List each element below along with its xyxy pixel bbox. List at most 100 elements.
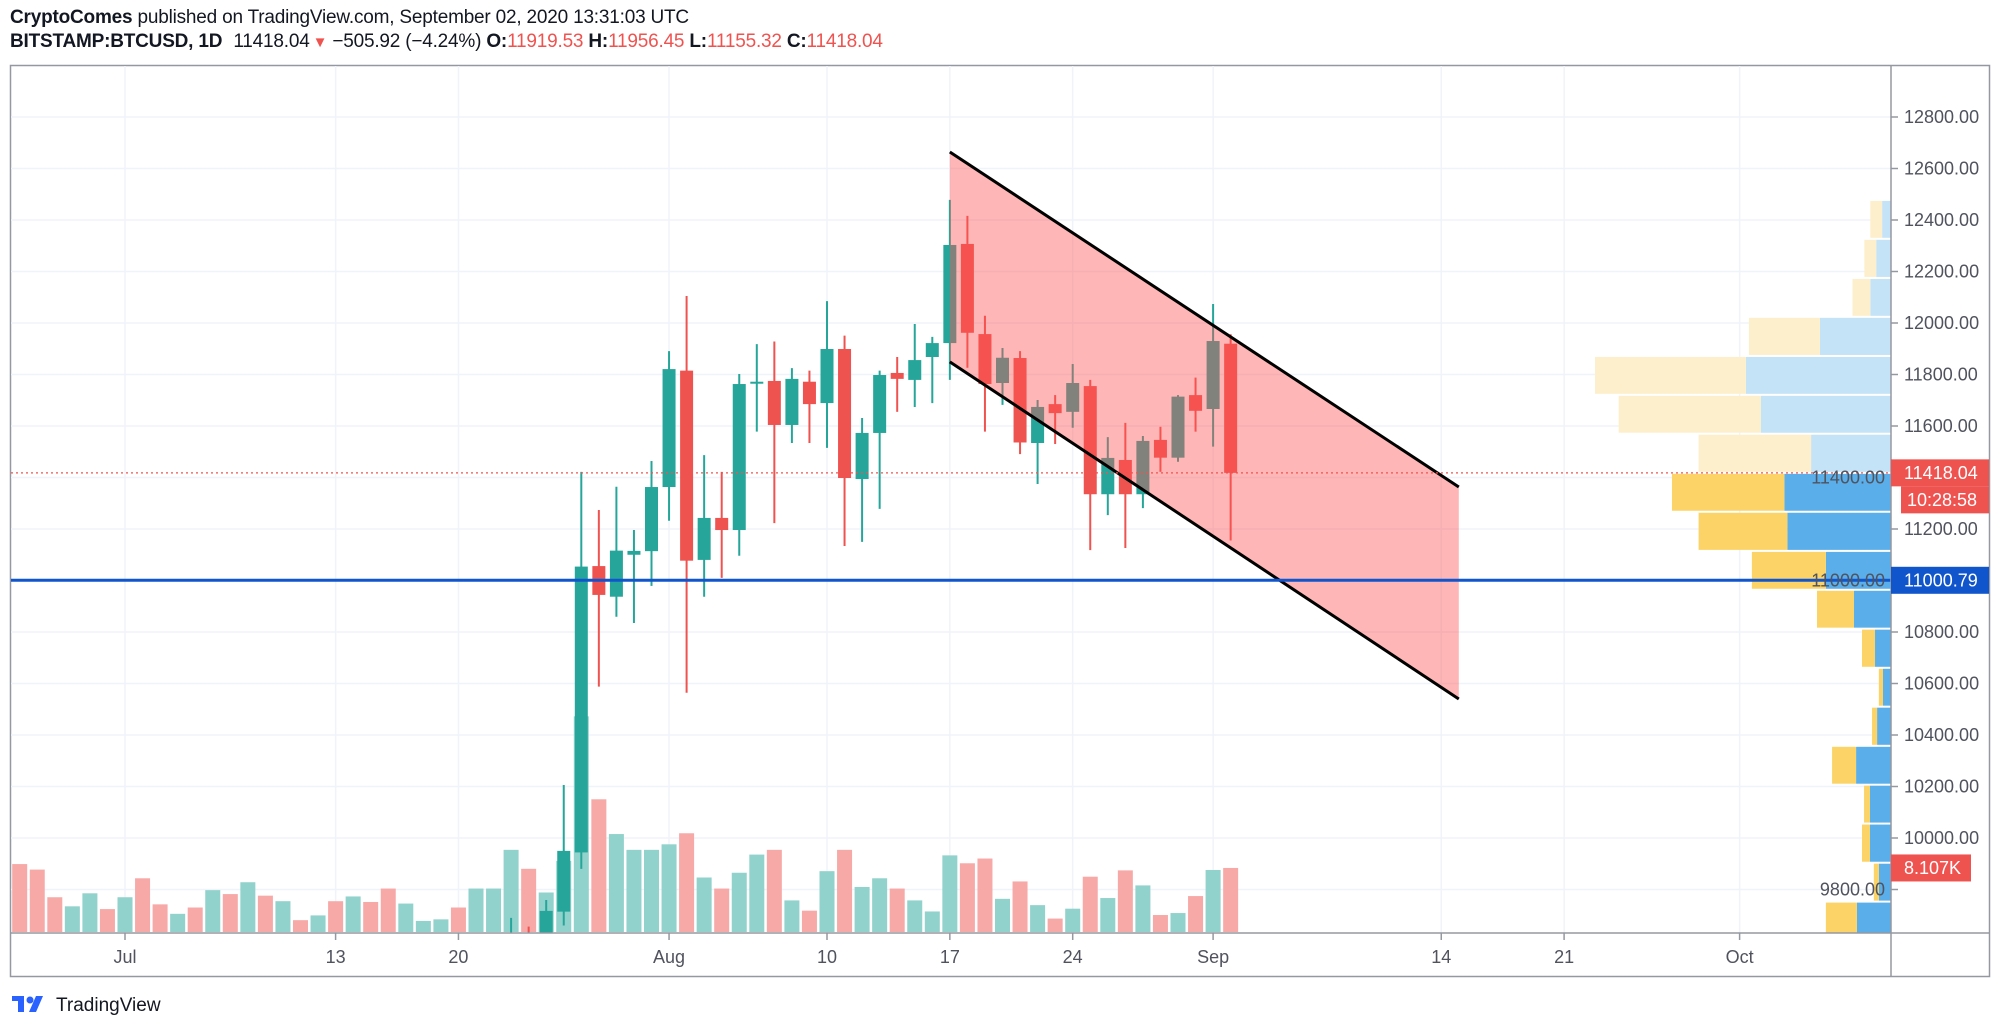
price-tick-label: 11800.00	[1904, 365, 1978, 385]
open-label: O:	[486, 31, 508, 52]
volume-bar	[889, 888, 905, 932]
volume-bar	[591, 799, 607, 932]
symbol-legend: BITSTAMP:BTCUSD, 1D 11418.04 ▼ −505.92 (−…	[10, 31, 883, 53]
author-name[interactable]: CryptoComes	[10, 7, 133, 28]
last-price-label-bg	[1891, 459, 1989, 487]
candle-body	[1189, 395, 1203, 411]
price-tick-label: 12000.00	[1904, 313, 1979, 333]
volume-bar	[907, 900, 923, 932]
volume-bar	[1100, 898, 1116, 932]
close-value: 11418.04	[806, 31, 883, 52]
candle-body	[1083, 386, 1097, 495]
volume-bar	[450, 907, 466, 932]
volume-bar	[1170, 913, 1186, 932]
volume-bar	[187, 907, 203, 932]
volume-bar	[380, 888, 396, 932]
descending-channel-fill	[949, 152, 1459, 699]
price-tick-label: 11600.00	[1904, 416, 1978, 436]
volume-bar	[29, 869, 45, 932]
footer-brand[interactable]: TradingView	[56, 995, 161, 1016]
price-axis-labels: 11418.04 10:28:58 11000.79 8.107K	[1891, 459, 1989, 882]
time-tick-label: 14	[1431, 947, 1451, 967]
channel-upper-line	[949, 150, 1460, 489]
volume-profile-up	[1784, 473, 1891, 511]
tradingview-logo-icon[interactable]	[10, 992, 50, 1020]
close-label: C:	[786, 31, 807, 52]
volume-bar	[1205, 869, 1221, 932]
symbol-name[interactable]: BITSTAMP:BTCUSD, 1D	[10, 31, 223, 52]
volume-bar	[1223, 867, 1239, 932]
low-value: 11155.32	[706, 31, 782, 52]
candle-body	[873, 375, 887, 433]
candle-body	[1048, 404, 1062, 414]
volume-bar	[995, 898, 1010, 932]
price-tick-label: 10200.00	[1904, 777, 1979, 797]
chart-frame	[9, 64, 1991, 978]
high-value: 11956.45	[608, 31, 685, 52]
price-tick-label: 12400.00	[1904, 210, 1979, 230]
volume-bar	[959, 863, 975, 932]
drawings[interactable]	[11, 150, 1891, 701]
volume-bar	[363, 901, 379, 932]
volume-bar	[117, 897, 133, 932]
time-axis[interactable]: Jul 13 20 Aug 10 17 24 Sep 14 21 Oct	[113, 933, 1754, 967]
volume-bar	[801, 910, 817, 932]
volume-profile-up	[1745, 356, 1891, 394]
volume-profile-down	[1861, 629, 1876, 667]
volume-profile-down	[1748, 317, 1820, 355]
volume-profile-down	[1864, 785, 1870, 823]
volume-profile-down	[1878, 668, 1884, 706]
candle-body	[1224, 343, 1238, 473]
time-tick-label: 10	[817, 947, 837, 967]
time-tick-label: Jul	[113, 947, 136, 967]
volume-bar	[977, 858, 993, 932]
candle-body	[960, 243, 974, 333]
publish-info: CryptoComes published on TradingView.com…	[10, 7, 689, 29]
open-value: 11919.53	[507, 31, 584, 52]
candle-body	[574, 566, 588, 853]
price-tick-label: 12600.00	[1904, 159, 1979, 179]
volume-profile-up	[1878, 863, 1891, 901]
volume-profile-up	[1882, 200, 1891, 238]
candle-body	[1013, 358, 1027, 443]
volume-bar	[837, 849, 853, 932]
last-price-label: 11418.04	[1904, 463, 1978, 483]
volume-profile	[1595, 200, 1891, 933]
volume-bar	[0, 853, 10, 932]
candle-body	[557, 850, 571, 912]
volume-bar	[731, 872, 747, 932]
price-tick-label: 11200.00	[1904, 519, 1978, 539]
candle-body	[767, 380, 781, 425]
candle-body	[855, 432, 869, 480]
volume-profile-up	[1787, 512, 1891, 550]
volume-bar	[82, 893, 98, 932]
volume-profile-up	[1854, 590, 1891, 628]
volume-bar	[714, 888, 730, 932]
volume-bar	[1117, 870, 1133, 932]
volume-bar	[99, 909, 115, 932]
volume-profile-down	[1825, 902, 1857, 933]
price-tick-label: 10800.00	[1904, 622, 1979, 642]
volume-bar	[47, 897, 63, 932]
volume-bar	[1188, 896, 1204, 932]
candle-body	[996, 357, 1009, 383]
volume-bar	[1047, 918, 1063, 932]
countdown-label: 10:28:58	[1907, 490, 1977, 510]
volume-profile-down	[1817, 590, 1854, 628]
volume-bar	[1065, 908, 1081, 932]
candle-body	[1206, 341, 1220, 410]
last-price: 11418.04	[233, 31, 310, 52]
volume-bars	[0, 716, 1239, 932]
time-tick-label: 21	[1554, 947, 1574, 967]
volume-bar	[854, 886, 870, 932]
support-price-label-bg	[1891, 566, 1989, 594]
price-axis[interactable]: 12800.00 12600.00 12400.00 12200.00 12000.00…	[1811, 107, 1979, 900]
volume-bar	[1135, 885, 1151, 932]
time-tick-label: 13	[326, 947, 346, 967]
time-tick-label: Sep	[1197, 947, 1229, 967]
candle-body	[715, 517, 729, 531]
volume-profile-down	[1698, 434, 1812, 472]
volume-profile-up	[1883, 668, 1891, 706]
volume-profile-down	[1618, 395, 1761, 433]
